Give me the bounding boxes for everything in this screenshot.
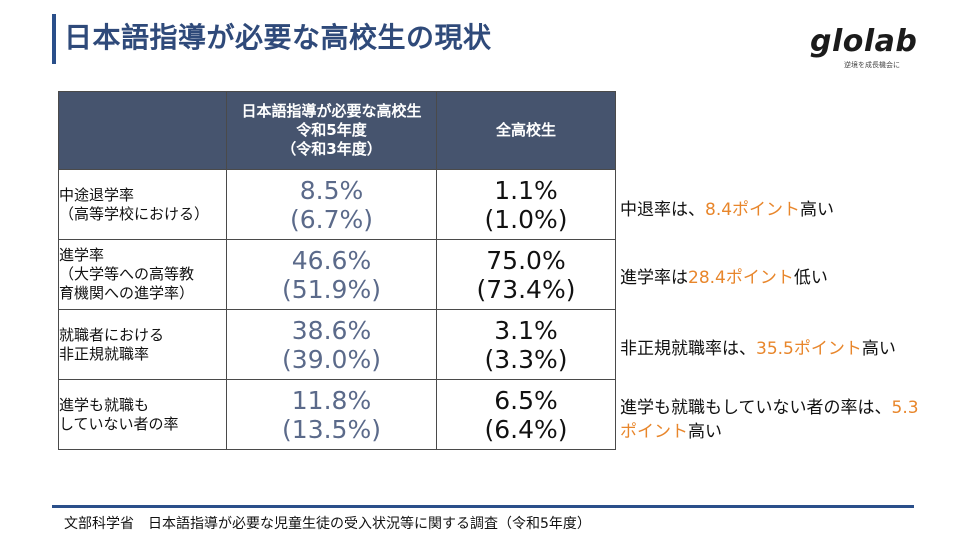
header-cell-target-students: 日本語指導が必要な高校生 令和5年度 （令和3年度） xyxy=(226,91,437,170)
comparison-note-nonregular: 非正規就職率は、35.5ポイント高い xyxy=(620,337,896,361)
table-header-row: 日本語指導が必要な高校生 令和5年度 （令和3年度） 全高校生 xyxy=(58,91,616,170)
previous-value: (39.0%) xyxy=(282,344,381,374)
header-corner-cell xyxy=(58,91,227,170)
current-value: 46.6% xyxy=(291,245,372,275)
current-value: 3.1% xyxy=(494,315,558,345)
logo-wordmark: glolab xyxy=(810,24,918,59)
row-label: 進学も就職も していない者の率 xyxy=(58,379,227,450)
previous-value: (13.5%) xyxy=(282,414,381,444)
footer-divider xyxy=(52,505,914,508)
row-label-line: 進学も就職も xyxy=(59,395,150,414)
row-label-line: 育機関への進学率） xyxy=(59,284,195,302)
logo-tagline: 逆境を成長機会に xyxy=(844,61,900,69)
comparison-note-advancement: 進学率は28.4ポイント低い xyxy=(620,266,828,290)
row-label: 就職者における 非正規就職率 xyxy=(58,309,227,380)
row-label-line: （高等学校における） xyxy=(59,204,210,223)
previous-value: (6.4%) xyxy=(484,414,568,444)
table-row: 進学率 （大学等への高等教 育機関への進学率） 46.6% (51.9%) 75… xyxy=(58,239,616,310)
target-value-cell: 11.8% (13.5%) xyxy=(226,379,437,450)
note-text: 高い xyxy=(800,200,835,220)
current-value: 11.8% xyxy=(291,385,372,415)
comparison-note-dropout: 中退率は、8.4ポイント高い xyxy=(620,198,834,222)
row-label-line: していない者の率 xyxy=(59,414,179,433)
note-text: 低い xyxy=(793,268,828,288)
all-value-cell: 1.1% (1.0%) xyxy=(436,169,616,240)
all-value-cell: 3.1% (3.3%) xyxy=(436,309,616,380)
row-label-line: 進学率 xyxy=(59,246,105,264)
page-title: 日本語指導が必要な高校生の現状 xyxy=(64,21,492,54)
previous-value: (3.3%) xyxy=(484,344,568,374)
previous-value: (51.9%) xyxy=(282,274,381,304)
current-value: 38.6% xyxy=(291,315,372,345)
note-text: 中退率は、 xyxy=(620,200,705,220)
note-text: 進学も就職もしていない者の率は、 xyxy=(620,398,892,418)
all-value-cell: 6.5% (6.4%) xyxy=(436,379,616,450)
current-value: 6.5% xyxy=(494,385,558,415)
comparison-table: 日本語指導が必要な高校生 令和5年度 （令和3年度） 全高校生 中途退学率 （高… xyxy=(58,91,616,450)
target-value-cell: 46.6% (51.9%) xyxy=(226,239,437,310)
all-value-cell: 75.0% (73.4%) xyxy=(436,239,616,310)
header-line: 令和5年度 xyxy=(296,121,367,139)
table-row: 進学も就職も していない者の率 11.8% (13.5%) 6.5% (6.4%… xyxy=(58,379,616,450)
current-value: 75.0% xyxy=(486,245,566,275)
header-line: （令和3年度） xyxy=(281,140,382,158)
row-label-line: 中途退学率 xyxy=(59,185,135,204)
note-text: 高い xyxy=(861,339,896,359)
title-accent-bar xyxy=(52,14,56,64)
current-value: 1.1% xyxy=(494,175,558,205)
row-label: 中途退学率 （高等学校における） xyxy=(58,169,227,240)
note-text: 高い xyxy=(688,422,722,442)
table-row: 中途退学率 （高等学校における） 8.5% (6.7%) 1.1% (1.0%) xyxy=(58,169,616,240)
table-row: 就職者における 非正規就職率 38.6% (39.0%) 3.1% (3.3%) xyxy=(58,309,616,380)
previous-value: (1.0%) xyxy=(484,204,568,234)
previous-value: (73.4%) xyxy=(476,274,576,304)
row-label-line: （大学等への高等教 xyxy=(59,265,195,283)
target-value-cell: 8.5% (6.7%) xyxy=(226,169,437,240)
comparison-note-neither: 進学も就職もしていない者の率は、5.3ポイント高い xyxy=(620,396,920,444)
header-line: 日本語指導が必要な高校生 xyxy=(241,102,422,120)
row-label-line: 非正規就職率 xyxy=(59,344,150,363)
note-highlight: 5.3ポイント xyxy=(620,398,919,442)
brand-logo: glolab 逆境を成長機会に xyxy=(800,24,920,74)
note-text: 進学率は xyxy=(620,268,688,288)
header-cell-all-students: 全高校生 xyxy=(436,91,616,170)
note-highlight: 8.4ポイント xyxy=(705,200,801,220)
note-text: 非正規就職率は、 xyxy=(620,339,756,359)
row-label: 進学率 （大学等への高等教 育機関への進学率） xyxy=(58,239,227,310)
source-footnote: 文部科学省 日本語指導が必要な児童生徒の受入状況等に関する調査（令和5年度） xyxy=(64,516,591,532)
note-highlight: 28.4ポイント xyxy=(688,268,794,288)
previous-value: (6.7%) xyxy=(289,204,374,234)
current-value: 8.5% xyxy=(299,175,364,205)
target-value-cell: 38.6% (39.0%) xyxy=(226,309,437,380)
row-label-line: 就職者における xyxy=(59,325,165,344)
note-highlight: 35.5ポイント xyxy=(756,339,862,359)
